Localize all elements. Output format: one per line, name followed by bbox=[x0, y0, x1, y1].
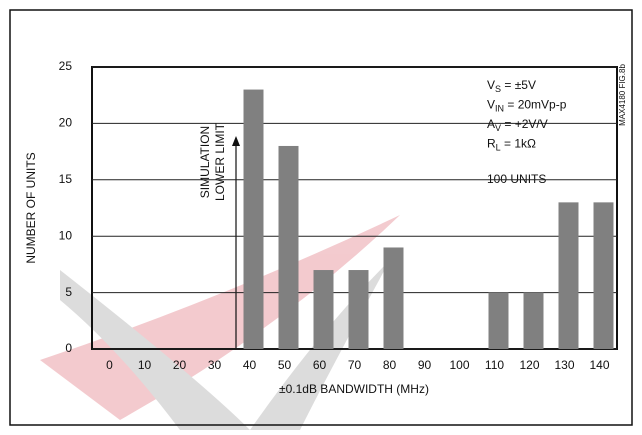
y-tick-label: 5 bbox=[65, 285, 72, 299]
x-tick-label: 60 bbox=[313, 358, 327, 372]
condition-subscript: L bbox=[496, 143, 501, 153]
condition-symbol: R bbox=[487, 137, 496, 151]
x-tick-label: 90 bbox=[418, 358, 432, 372]
condition: RL = 1kΩ bbox=[487, 137, 536, 153]
condition-subscript: IN bbox=[495, 104, 504, 114]
y-tick-label: 15 bbox=[59, 172, 73, 186]
bar bbox=[383, 247, 404, 349]
x-tick-label: 40 bbox=[243, 358, 257, 372]
condition: VS = ±5V bbox=[487, 78, 536, 94]
x-tick-label: 80 bbox=[383, 358, 397, 372]
condition-value: = 20mVp-p bbox=[504, 98, 567, 112]
x-tick-label: 120 bbox=[519, 358, 539, 372]
y-tick-label: 10 bbox=[59, 228, 73, 242]
x-tick-label: 30 bbox=[208, 358, 222, 372]
watermark bbox=[40, 215, 400, 430]
condition-subscript: S bbox=[495, 84, 501, 94]
annotation: SIMULATION bbox=[198, 126, 212, 198]
arrow-head bbox=[232, 136, 240, 146]
bar bbox=[278, 145, 299, 349]
condition-value: = +2V/V bbox=[501, 117, 548, 131]
x-tick-label: 130 bbox=[554, 358, 574, 372]
bar bbox=[313, 270, 334, 349]
y-tick-label: 0 bbox=[65, 341, 72, 355]
y-axis-label: NUMBER OF UNITS bbox=[24, 152, 38, 263]
bar bbox=[243, 89, 264, 349]
frame bbox=[9, 9, 633, 426]
x-tick-label: 0 bbox=[106, 358, 113, 372]
x-tick-label: 10 bbox=[138, 358, 152, 372]
condition-symbol: V bbox=[487, 78, 495, 92]
bar bbox=[558, 202, 579, 349]
annotation: 100 UNITS bbox=[487, 172, 546, 186]
bar bbox=[488, 292, 509, 349]
condition-symbol: A bbox=[487, 117, 495, 131]
condition: VIN = 20mVp-p bbox=[487, 98, 567, 114]
x-tick-label: 100 bbox=[449, 358, 469, 372]
bar bbox=[523, 292, 544, 349]
condition-subscript: V bbox=[495, 123, 501, 133]
x-tick-label: 110 bbox=[485, 358, 504, 372]
x-tick-label: 70 bbox=[348, 358, 362, 372]
x-tick-label: 20 bbox=[173, 358, 187, 372]
y-tick-label: 25 bbox=[59, 59, 73, 73]
condition-symbol: V bbox=[487, 98, 495, 112]
figure-id: MAX4180 FIG.8b bbox=[618, 64, 627, 126]
bar bbox=[348, 270, 369, 349]
x-axis-label: ±0.1dB BANDWIDTH (MHz) bbox=[279, 382, 429, 396]
x-tick-label: 50 bbox=[278, 358, 292, 372]
watermark-swoosh bbox=[40, 215, 400, 420]
condition-value: = 1kΩ bbox=[501, 137, 536, 151]
x-tick-label: 140 bbox=[589, 358, 609, 372]
condition-value: = ±5V bbox=[501, 78, 536, 92]
condition: AV = +2V/V bbox=[487, 117, 548, 133]
y-tick-label: 20 bbox=[59, 116, 73, 130]
bar bbox=[593, 202, 614, 349]
annotation: LOWER LIMIT bbox=[213, 122, 227, 201]
